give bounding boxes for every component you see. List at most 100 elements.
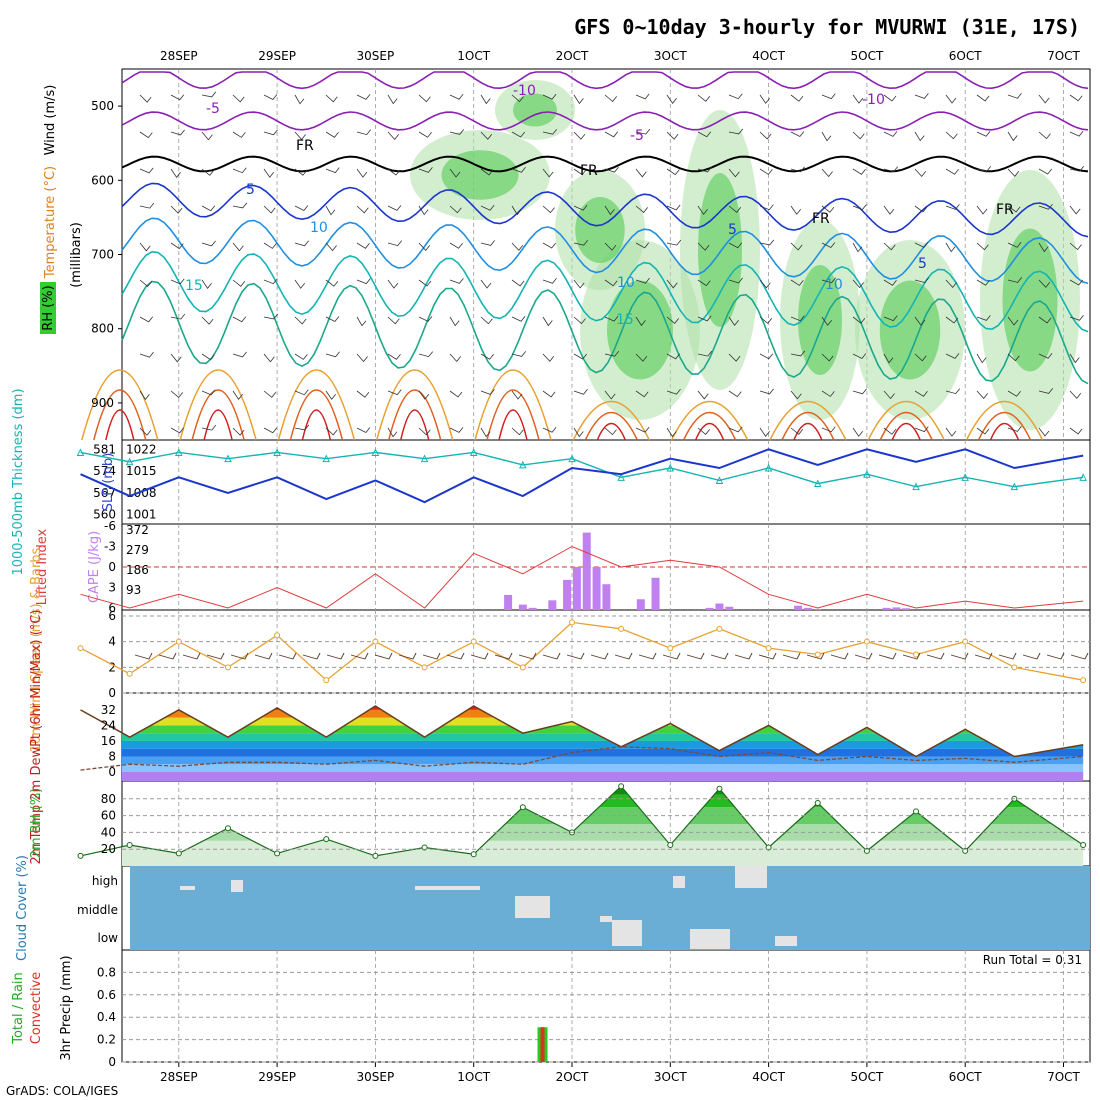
cloud-level-label: high	[92, 874, 118, 888]
thickness-marker	[125, 457, 134, 466]
warm-contour	[682, 411, 737, 441]
ylabel-temperature: Temperature (°C)	[43, 166, 58, 279]
wind-barb	[852, 279, 864, 289]
warm-contour	[105, 409, 135, 441]
wind-barb	[511, 131, 526, 138]
rh-legend-swatch	[40, 282, 56, 334]
wind-barb	[883, 205, 895, 215]
warm-contour	[670, 400, 749, 441]
wind-barb	[573, 131, 586, 140]
wind-barb	[945, 168, 959, 175]
wind-barb	[883, 94, 897, 102]
wind-barb	[230, 652, 249, 660]
ytick-label: 600	[91, 173, 114, 187]
wind-speed-marker	[519, 664, 526, 671]
cape-tick: 93	[126, 583, 141, 597]
wind-barb	[139, 390, 150, 401]
wind-barb	[697, 390, 709, 400]
thickness-marker	[715, 476, 724, 484]
wind-barb	[914, 242, 929, 248]
wind-barb	[170, 278, 185, 285]
temp-band	[122, 764, 1084, 772]
wind-barb	[945, 279, 958, 289]
wind-barb	[945, 94, 957, 104]
ylabel-cloud-cover: Cloud Cover (%)	[15, 855, 30, 961]
wind-barb	[1038, 279, 1051, 288]
wind-barb	[666, 353, 681, 360]
rh-marker	[323, 836, 330, 843]
thickness-marker	[1079, 473, 1087, 481]
cape-bar	[813, 608, 822, 610]
wind-barb	[1038, 427, 1050, 437]
wind-barb	[1038, 204, 1053, 210]
thickness-marker	[420, 454, 429, 463]
wind-barb	[480, 389, 495, 395]
contour-label: 10	[617, 275, 635, 291]
slp-tick: 1015	[126, 464, 157, 478]
rh-shade	[607, 280, 673, 380]
wind-barb	[1069, 353, 1080, 364]
wind-barb	[666, 239, 682, 246]
wind-barb	[697, 350, 713, 357]
wind-barb	[852, 204, 867, 211]
date-label-bottom: 1OCT	[457, 1070, 490, 1084]
date-label-top: 28SEP	[160, 49, 198, 63]
wind-barb	[1070, 652, 1089, 660]
date-label-bottom: 5OCT	[851, 1070, 884, 1084]
wind-barb	[976, 390, 989, 400]
li-tick: 3	[108, 580, 116, 594]
precip-tick: 0.6	[97, 988, 116, 1002]
wind-barb	[728, 128, 744, 135]
contour-label: 15	[616, 312, 634, 328]
wind-barb	[542, 93, 557, 100]
wind-barb	[821, 353, 834, 362]
wind-barb	[790, 166, 805, 173]
wind-barb	[759, 353, 774, 360]
wind-barb	[976, 205, 988, 215]
wind-barb	[821, 390, 835, 397]
wind-barb	[170, 313, 186, 320]
wind-barb	[635, 277, 650, 284]
wind-barb	[139, 94, 152, 103]
wind-barb	[170, 390, 184, 398]
date-label-top: 4OCT	[752, 49, 785, 63]
ytick-label: 800	[91, 322, 114, 336]
wind-barb	[201, 389, 216, 396]
wind-barb	[566, 652, 585, 660]
wind-barb	[1007, 241, 1022, 248]
wind-barb	[1069, 130, 1084, 137]
cape-tick: 279	[126, 543, 149, 557]
wind-barb	[511, 351, 527, 357]
wind-barb	[356, 205, 369, 214]
wind-barb	[449, 129, 465, 135]
wind-barb	[263, 94, 278, 101]
wind-speed-marker	[274, 632, 281, 639]
wind-barb	[201, 91, 217, 98]
wind-barb	[139, 242, 151, 252]
temp-contour	[121, 155, 1089, 173]
warm-contour	[191, 389, 245, 441]
contour-label: FR	[296, 138, 314, 154]
wind-barb	[604, 315, 619, 322]
wind-barb	[139, 351, 154, 358]
wind-barb	[356, 242, 370, 249]
wind-barb	[356, 278, 371, 285]
wind-speed-marker	[814, 651, 821, 658]
wind-barb	[325, 351, 340, 358]
wind-barb	[470, 652, 489, 660]
wind-barb	[1069, 165, 1085, 172]
wind-barb	[422, 652, 441, 660]
ylabel-total-rain: Total / Rain	[11, 972, 26, 1045]
wind-barb	[728, 353, 741, 362]
wind-barb	[232, 427, 245, 436]
date-label-bottom: 2OCT	[556, 1070, 589, 1084]
wind-barb	[852, 131, 865, 140]
warm-contour	[179, 369, 257, 441]
rh-shade	[441, 150, 519, 200]
wind-barb	[573, 353, 588, 360]
wind-barb	[1069, 94, 1083, 102]
wind-barb	[542, 652, 561, 660]
cape-bar	[528, 607, 537, 610]
wind-barb	[573, 94, 584, 105]
cape-bar	[705, 607, 714, 610]
